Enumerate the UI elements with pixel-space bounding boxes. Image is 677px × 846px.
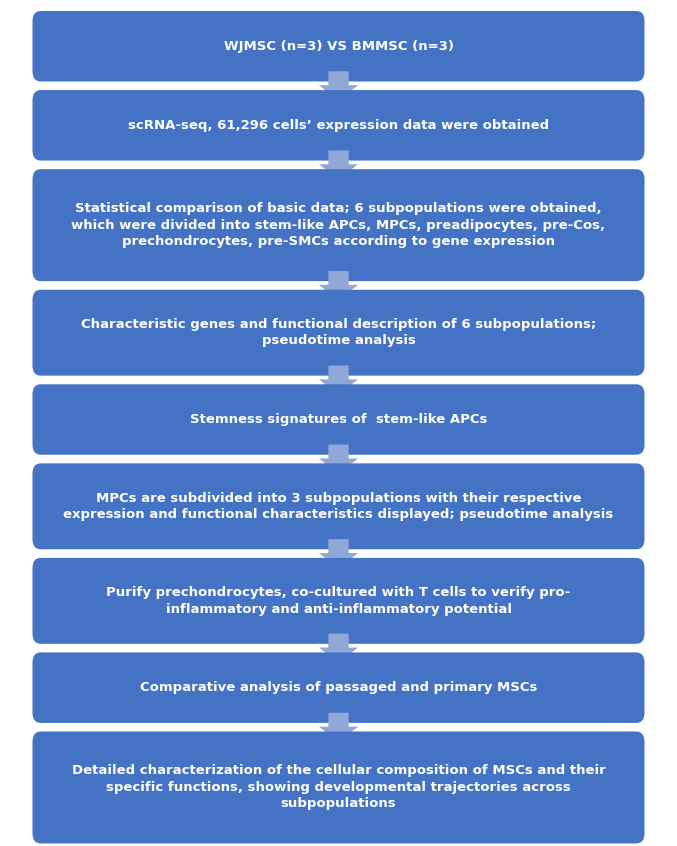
FancyArrow shape [319, 71, 358, 100]
FancyBboxPatch shape [32, 90, 645, 161]
FancyArrow shape [319, 445, 358, 474]
Text: MPCs are subdivided into 3 subpopulations with their respective
expression and f: MPCs are subdivided into 3 subpopulation… [64, 492, 613, 521]
Text: Purify prechondrocytes, co-cultured with T cells to verify pro-
inflammatory and: Purify prechondrocytes, co-cultured with… [106, 586, 571, 616]
FancyBboxPatch shape [32, 464, 645, 549]
FancyArrow shape [319, 365, 358, 394]
FancyBboxPatch shape [32, 11, 645, 81]
Text: scRNA-seq, 61,296 cells’ expression data were obtained: scRNA-seq, 61,296 cells’ expression data… [128, 118, 549, 132]
FancyArrow shape [319, 712, 358, 742]
FancyBboxPatch shape [32, 652, 645, 722]
Text: WJMSC (n=3) VS BMMSC (n=3): WJMSC (n=3) VS BMMSC (n=3) [223, 40, 454, 52]
FancyBboxPatch shape [32, 290, 645, 376]
Text: Statistical comparison of basic data; 6 subpopulations were obtained,
which were: Statistical comparison of basic data; 6 … [72, 202, 605, 248]
Text: Characteristic genes and functional description of 6 subpopulations;
pseudotime : Characteristic genes and functional desc… [81, 318, 596, 348]
Text: Comparative analysis of passaged and primary MSCs: Comparative analysis of passaged and pri… [140, 681, 537, 695]
FancyArrow shape [319, 634, 358, 662]
FancyBboxPatch shape [32, 169, 645, 281]
FancyBboxPatch shape [32, 384, 645, 455]
Text: Stemness signatures of  stem-like APCs: Stemness signatures of stem-like APCs [190, 413, 487, 426]
FancyArrow shape [319, 271, 358, 300]
FancyBboxPatch shape [32, 732, 645, 843]
Text: Detailed characterization of the cellular composition of MSCs and their
specific: Detailed characterization of the cellula… [72, 765, 605, 810]
FancyBboxPatch shape [32, 558, 645, 644]
FancyArrow shape [319, 539, 358, 568]
FancyArrow shape [319, 151, 358, 179]
